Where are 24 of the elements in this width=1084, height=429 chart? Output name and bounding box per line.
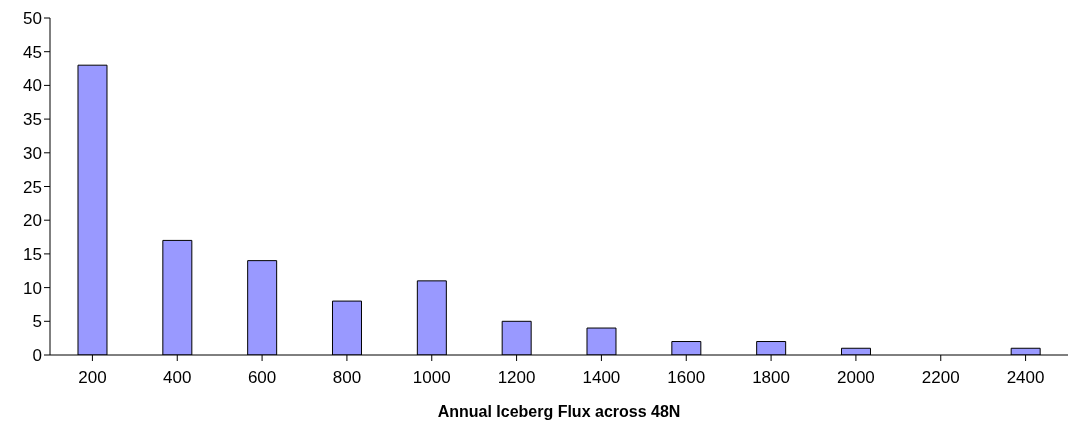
x-tick-label: 1000 [412, 368, 451, 388]
y-tick-label: 40 [23, 76, 42, 96]
y-tick-label: 10 [23, 278, 42, 298]
x-tick-label: 2400 [1006, 368, 1045, 388]
y-tick-label: 25 [23, 177, 42, 197]
y-tick-label: 35 [23, 110, 42, 130]
y-tick-label: 30 [23, 143, 42, 163]
y-tick-label: 15 [23, 244, 42, 264]
x-tick-label: 2000 [837, 368, 875, 388]
x-tick-label: 600 [247, 368, 277, 388]
x-axis-title: Annual Iceberg Flux across 48N [437, 403, 681, 420]
x-tick-label: 1800 [752, 368, 790, 388]
x-tick-label: 200 [78, 368, 107, 388]
x-tick-label: 1400 [582, 368, 621, 388]
y-tick-label: 45 [23, 42, 42, 62]
x-tick-label: 2200 [921, 368, 960, 388]
y-tick-label: 0 [32, 346, 42, 366]
y-tick-label: 50 [23, 9, 42, 29]
x-tick-label: 1200 [497, 368, 536, 388]
x-tick-label: 1600 [667, 368, 706, 388]
x-tick-label: 800 [332, 368, 362, 388]
x-tick-label: 400 [163, 368, 192, 388]
y-tick-label: 5 [32, 312, 42, 332]
y-tick-label: 20 [23, 211, 42, 231]
